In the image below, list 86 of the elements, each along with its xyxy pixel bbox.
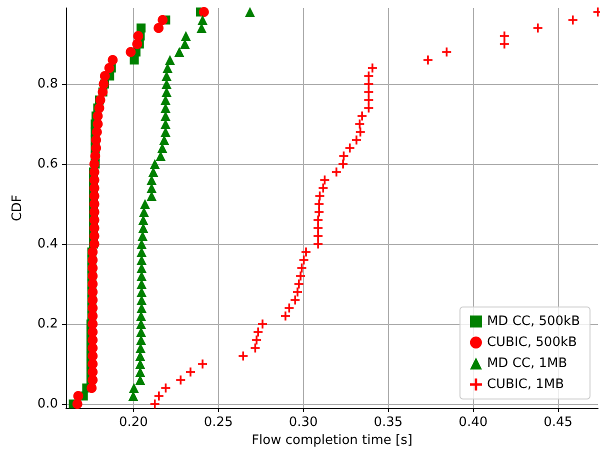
- point: [174, 47, 184, 57]
- point: [198, 15, 208, 25]
- x-tick-label: 0.20: [118, 415, 148, 430]
- point: [314, 200, 324, 208]
- x-axis-title: Flow completion time [s]: [252, 433, 412, 448]
- point: [314, 224, 323, 232]
- legend-label: CUBIC, 1MB: [486, 377, 564, 392]
- point: [315, 192, 324, 200]
- point: [150, 159, 160, 169]
- x-tick-label: 0.40: [458, 415, 488, 430]
- point: [297, 264, 306, 272]
- point: [186, 368, 196, 376]
- point: [108, 55, 118, 65]
- point: [314, 240, 323, 248]
- point: [258, 320, 268, 328]
- y-tick-label: 0.8: [37, 76, 58, 92]
- point: [314, 232, 323, 240]
- point: [314, 216, 323, 224]
- point: [238, 352, 248, 360]
- y-tick-label: 0.6: [37, 156, 58, 172]
- point: [355, 120, 364, 128]
- legend-label: CUBIC, 500kB: [486, 335, 577, 350]
- point: [364, 72, 374, 80]
- point: [252, 336, 262, 344]
- point: [356, 128, 365, 136]
- point: [320, 176, 330, 184]
- y-tick-label: 0.2: [37, 316, 58, 332]
- point: [86, 383, 97, 393]
- point: [164, 55, 175, 65]
- point: [318, 184, 328, 192]
- point: [250, 344, 260, 352]
- point: [154, 23, 164, 33]
- point: [364, 104, 374, 112]
- x-tick-label: 0.35: [374, 415, 403, 430]
- x-tick-label: 0.30: [288, 415, 318, 430]
- point: [364, 80, 374, 88]
- point: [140, 199, 150, 209]
- point: [136, 24, 146, 32]
- point: [294, 280, 304, 288]
- point: [100, 71, 110, 81]
- legend-label: MD CC, 500kB: [486, 314, 580, 329]
- point: [423, 56, 432, 64]
- point: [180, 31, 191, 41]
- point: [314, 208, 324, 216]
- point: [368, 64, 377, 72]
- point: [352, 136, 361, 144]
- y-tick-label: 0.4: [37, 236, 58, 252]
- point: [345, 144, 354, 152]
- point: [442, 48, 452, 56]
- point: [332, 168, 341, 176]
- point: [358, 112, 367, 120]
- point: [280, 312, 290, 320]
- x-tick-label: 0.25: [204, 415, 233, 430]
- y-tick-label: 0.0: [37, 396, 58, 412]
- point: [254, 328, 263, 336]
- point: [299, 256, 308, 264]
- legend-label: MD CC, 1MB: [486, 356, 568, 371]
- point: [104, 63, 114, 73]
- point: [500, 40, 509, 48]
- point: [132, 39, 142, 49]
- point: [126, 47, 136, 57]
- point: [128, 383, 139, 393]
- point: [568, 16, 578, 24]
- point: [176, 376, 186, 384]
- point: [198, 360, 208, 368]
- point: [154, 392, 164, 400]
- y-axis-title: CDF: [10, 194, 25, 222]
- point: [293, 288, 302, 296]
- point: [244, 7, 255, 17]
- point: [150, 400, 160, 408]
- point: [339, 152, 348, 160]
- point: [73, 391, 84, 401]
- point: [364, 96, 374, 104]
- point: [533, 24, 542, 32]
- point: [296, 272, 306, 280]
- point: [364, 88, 374, 96]
- point: [158, 15, 168, 25]
- point: [161, 384, 170, 392]
- point: [302, 248, 311, 256]
- x-tick-label: 0.45: [544, 415, 573, 430]
- point: [338, 160, 348, 168]
- point: [290, 296, 300, 304]
- point: [133, 31, 144, 41]
- point: [198, 7, 209, 17]
- point: [500, 32, 509, 40]
- point: [284, 304, 294, 312]
